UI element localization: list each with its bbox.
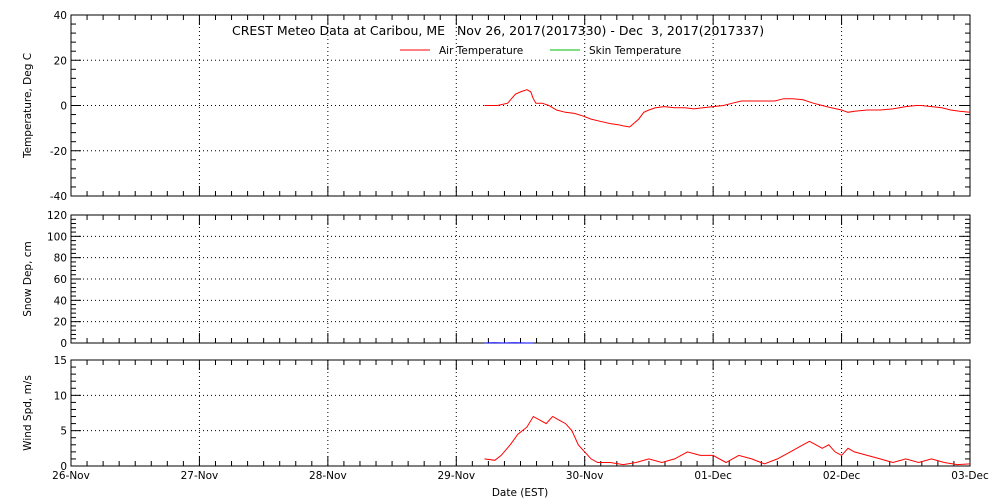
y-tick-label: 100: [47, 231, 67, 243]
x-tick-label: 29-Nov: [437, 470, 475, 482]
x-tick-label: 30-Nov: [566, 470, 604, 482]
panel-0: -40 -20 0 20 40 Temperature, Deg C: [22, 10, 971, 203]
y-tick-label: 0: [60, 338, 67, 350]
temperature-legend: Air Temperature Skin Temperature: [400, 45, 681, 57]
y-axis-label: Wind Spd, m/s: [22, 375, 34, 451]
y-tick-label: 80: [54, 253, 67, 265]
y-tick-label: 10: [54, 390, 67, 402]
y-axis-label: Snow Dep, cm: [22, 241, 34, 317]
y-tick-label: 0: [60, 101, 67, 113]
y-tick-label: 120: [47, 210, 67, 222]
x-tick-label: 02-Dec: [823, 470, 861, 482]
panel-1: 0 20 40 60 80 100 120 Snow Dep, cm: [22, 210, 971, 350]
panel-frame: [70, 14, 971, 197]
x-tick-label: 26-Nov: [52, 470, 90, 482]
series-line: [484, 89, 971, 128]
series-line: [484, 415, 971, 466]
y-tick-label: 0: [60, 461, 67, 473]
x-tick-label: 01-Dec: [694, 470, 732, 482]
y-tick-label: -20: [50, 146, 67, 158]
y-tick-label: 5: [60, 426, 67, 438]
x-axis-label: Date (EST): [492, 487, 548, 499]
y-tick-label: 20: [54, 55, 67, 67]
panel-2: 0 5 10 15 Wind Spd, m/s: [22, 355, 971, 473]
y-axis-label: Temperature, Deg C: [22, 53, 34, 159]
y-tick-label: 60: [54, 274, 67, 286]
y-tick-label: 20: [54, 317, 67, 329]
y-tick-label: -40: [50, 191, 67, 203]
legend-label-air-temperature: Air Temperature: [439, 45, 523, 57]
x-tick-label: 03-Dec: [951, 470, 989, 482]
y-tick-label: 15: [54, 355, 67, 367]
x-tick-label: 28-Nov: [309, 470, 347, 482]
chart-title: CREST Meteo Data at Caribou, ME Nov 26, …: [232, 23, 764, 38]
y-tick-label: 40: [54, 10, 67, 22]
panel-frame: [70, 359, 971, 467]
x-tick-label: 27-Nov: [181, 470, 219, 482]
y-tick-label: 40: [54, 295, 67, 307]
legend-label-skin-temperature: Skin Temperature: [589, 45, 681, 57]
